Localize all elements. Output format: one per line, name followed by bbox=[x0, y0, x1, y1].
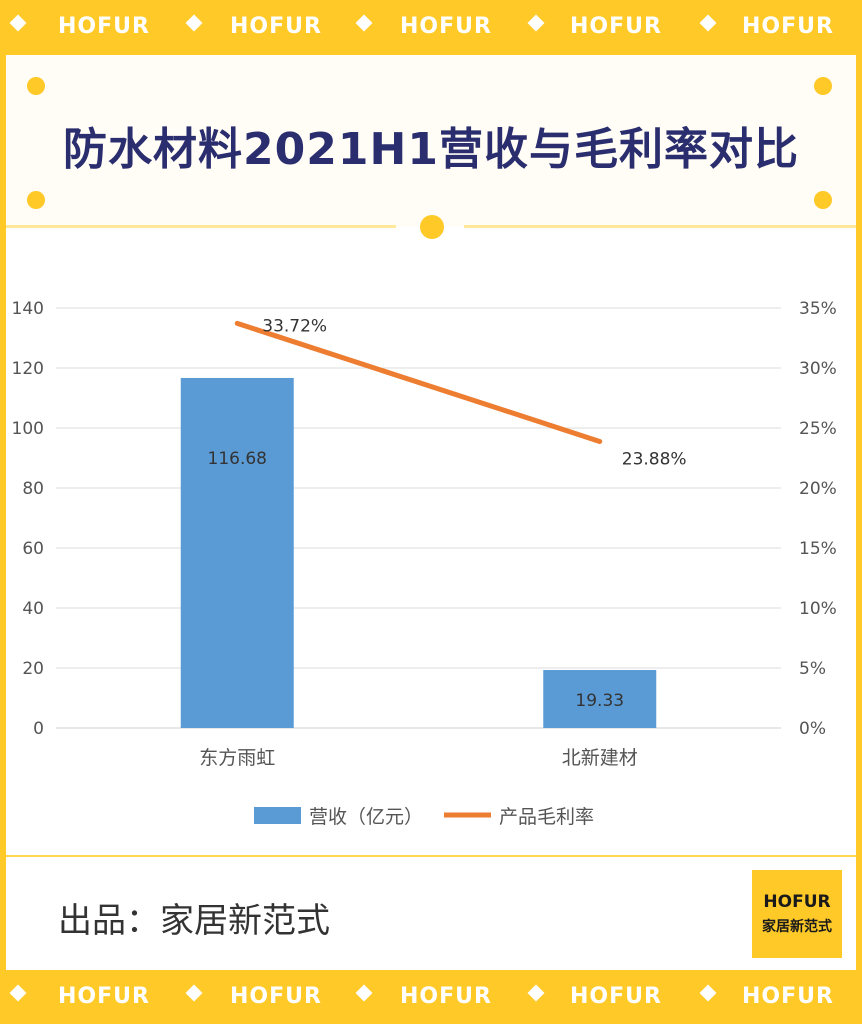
y-right-tick-label: 20% bbox=[799, 479, 837, 499]
band-wordmark: HOFUR bbox=[742, 14, 834, 39]
divider bbox=[6, 225, 396, 228]
poster-panel: 防水材料2021H1营收与毛利率对比 0 20 40 60 80 100 120 140 0% 5… bbox=[6, 55, 856, 970]
bar bbox=[180, 377, 294, 728]
band-diamond-icon bbox=[699, 984, 717, 1002]
band-diamond-icon bbox=[355, 14, 373, 32]
y-left-tick-label: 100 bbox=[12, 419, 44, 439]
y-left-tick-label: 120 bbox=[12, 359, 44, 379]
bottom-brand-band: HOFUR HOFUR HOFUR HOFUR HOFUR bbox=[0, 970, 862, 1024]
footer: 出品：家居新范式 HOFUR 家居新范式 bbox=[6, 855, 856, 970]
band-wordmark: HOFUR bbox=[400, 14, 492, 39]
top-brand-band: HOFUR HOFUR HOFUR HOFUR HOFUR bbox=[0, 0, 862, 52]
legend-line-label: 产品毛利率 bbox=[499, 806, 594, 828]
band-wordmark: HOFUR bbox=[58, 14, 150, 39]
decor-dot bbox=[27, 191, 45, 209]
band-wordmark: HOFUR bbox=[570, 14, 662, 39]
band-diamond-icon bbox=[185, 984, 203, 1002]
combo-chart: 0 20 40 60 80 100 120 140 0% 5% 10% 15% 20% 25% 30% 35%… bbox=[12, 299, 837, 828]
x-tick-label: 东方雨虹 bbox=[199, 747, 275, 769]
y-right-tick-label: 35% bbox=[799, 299, 837, 319]
y-left-tick-label: 0 bbox=[33, 719, 44, 739]
logo-subtitle: 家居新范式 bbox=[762, 919, 832, 935]
band-diamond-icon bbox=[185, 14, 203, 32]
x-tick-label: 北新建材 bbox=[562, 747, 638, 769]
y-right-tick-label: 25% bbox=[799, 419, 837, 439]
band-wordmark: HOFUR bbox=[230, 14, 322, 39]
y-right-tick-label: 30% bbox=[799, 359, 837, 379]
decor-dot bbox=[814, 191, 832, 209]
y-right-tick-label: 15% bbox=[799, 539, 837, 559]
divider-dot bbox=[420, 215, 444, 239]
y-right-tick-label: 0% bbox=[799, 719, 826, 739]
y-left-tick-label: 20 bbox=[22, 659, 44, 679]
y-left-tick-label: 80 bbox=[22, 479, 44, 499]
band-diamond-icon bbox=[9, 984, 27, 1002]
y-left-tick-label: 40 bbox=[22, 599, 44, 619]
logo-wordmark: HOFUR bbox=[763, 892, 831, 912]
bar-data-label: 19.33 bbox=[575, 691, 624, 711]
y-left-tick-label: 60 bbox=[22, 539, 44, 559]
legend-bar-swatch bbox=[254, 807, 301, 824]
title-area: 防水材料2021H1营收与毛利率对比 bbox=[6, 55, 856, 239]
band-diamond-icon bbox=[9, 14, 27, 32]
brand-logo: HOFUR 家居新范式 bbox=[752, 870, 842, 958]
y-right-tick-label: 10% bbox=[799, 599, 837, 619]
band-diamond-icon bbox=[527, 984, 545, 1002]
band-diamond-icon bbox=[527, 14, 545, 32]
credit-text: 出品：家居新范式 bbox=[58, 901, 330, 941]
band-diamond-icon bbox=[699, 14, 717, 32]
line-series bbox=[234, 320, 603, 444]
y-left-tick-label: 140 bbox=[12, 299, 44, 319]
decor-dot bbox=[814, 77, 832, 95]
divider bbox=[464, 225, 856, 228]
band-wordmark: HOFUR bbox=[400, 984, 492, 1009]
band-wordmark: HOFUR bbox=[742, 984, 834, 1009]
band-wordmark: HOFUR bbox=[570, 984, 662, 1009]
band-wordmark: HOFUR bbox=[58, 984, 150, 1009]
page-title: 防水材料2021H1营收与毛利率对比 bbox=[63, 124, 799, 175]
decor-dot bbox=[27, 77, 45, 95]
line-data-label: 23.88% bbox=[622, 449, 687, 469]
band-wordmark: HOFUR bbox=[230, 984, 322, 1009]
bar bbox=[543, 670, 657, 728]
band-diamond-icon bbox=[355, 984, 373, 1002]
line-data-label: 33.72% bbox=[262, 316, 327, 336]
bar-data-label: 116.68 bbox=[208, 449, 267, 469]
y-right-tick-label: 5% bbox=[799, 659, 826, 679]
legend-bar-label: 营收（亿元） bbox=[309, 806, 423, 828]
